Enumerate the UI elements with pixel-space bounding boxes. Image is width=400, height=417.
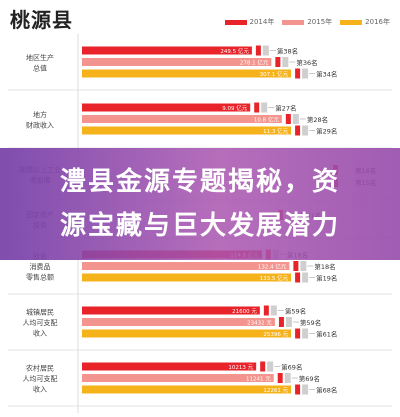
legend-label-2015: 2015年	[307, 18, 333, 26]
legend-item-2014: 2014年	[224, 17, 275, 27]
rank-marker	[260, 361, 266, 372]
group-label-line: 地区生产	[26, 53, 54, 62]
legend-item-2015: 2015年	[282, 17, 332, 27]
rank-marker	[275, 57, 281, 67]
rank-marker-shadow	[302, 125, 309, 136]
rank-marker	[293, 261, 299, 271]
rank-label: 第69名	[281, 363, 302, 372]
bar-value-label: 21600 元	[232, 308, 257, 315]
bar-value-label: 25396 元	[263, 331, 288, 338]
bar-value-label: 11241 元	[246, 376, 271, 383]
bar-2016	[82, 329, 292, 338]
bar-2014	[82, 103, 251, 112]
legend: 2014年 2015年 2016年	[224, 17, 390, 27]
rank-label: 第27名	[275, 104, 296, 113]
banner-line-1: 澧县金源专题揭秘，资	[59, 167, 340, 197]
rank-label: 第34名	[316, 70, 337, 79]
page-title: 桃源县	[10, 8, 73, 32]
rank-label: 第68名	[316, 386, 337, 395]
rank-marker	[295, 272, 301, 283]
group-label-line: 收入	[33, 329, 47, 338]
bar-value-label: 278.1 亿元	[240, 59, 269, 67]
rank-marker-shadow	[267, 361, 274, 372]
legend-swatch-2016	[340, 19, 363, 25]
rank-marker	[295, 384, 301, 395]
rank-marker	[277, 373, 283, 383]
rank-label: 第69名	[299, 374, 320, 383]
group-label-line: 消费品	[30, 262, 51, 271]
group-label-line: 农村居民	[26, 364, 54, 373]
rank-marker-shadow	[284, 373, 291, 383]
group-label-line: 城镇居民	[26, 308, 54, 317]
bar-value-label: 12261 元	[263, 387, 288, 394]
legend-label-2016: 2016年	[365, 18, 390, 26]
bar-value-label: 249.5 亿元	[220, 47, 249, 55]
rank-label: 第38名	[277, 47, 298, 56]
rank-marker	[255, 45, 261, 56]
rank-marker-shadow	[302, 68, 309, 79]
rank-marker-shadow	[302, 272, 309, 283]
bar-2015	[82, 374, 274, 382]
rank-label: 第29名	[316, 127, 337, 136]
bar-value-label: 10.8 亿元	[254, 116, 279, 124]
banner-headline: 澧县金源专题揭秘，资 源宝藏与巨大发展潜力	[10, 160, 390, 248]
legend-swatch-2015	[282, 19, 305, 25]
bar-2016	[82, 126, 292, 135]
rank-marker-shadow	[261, 102, 268, 113]
rank-label: 第18名	[314, 262, 335, 271]
group-label-line: 人均可支配	[23, 374, 58, 383]
bar-2015	[82, 262, 290, 270]
bar-2015	[82, 318, 275, 326]
bar-2014	[82, 306, 260, 315]
bar-2016	[82, 385, 292, 394]
rank-marker	[254, 102, 260, 113]
group-label-line: 总值	[33, 63, 47, 72]
bar-value-label: 11.3 亿元	[263, 127, 288, 135]
rank-marker-shadow	[282, 57, 289, 67]
rank-label: 第59名	[300, 318, 321, 327]
group-label-line: 地方	[33, 110, 47, 119]
rank-label: 第59名	[285, 307, 306, 316]
bar-2014	[82, 46, 252, 55]
rank-label: 第19名	[316, 274, 337, 283]
bar-2014	[82, 362, 257, 371]
overlay-banner: 澧县金源专题揭秘，资 源宝藏与巨大发展潜力	[0, 148, 400, 260]
chart-header: 桃源县 2014年 2015年 2016年	[0, 0, 400, 34]
group-label-line: 零售总额	[26, 273, 54, 282]
bar-2015	[82, 58, 272, 66]
bar-2016	[82, 273, 292, 282]
rank-marker-shadow	[302, 384, 309, 395]
legend-swatch-2014	[224, 19, 247, 25]
group-label-line: 人均可支配	[23, 318, 58, 327]
legend-item-2016: 2016年	[340, 17, 390, 27]
rank-marker-shadow	[302, 328, 309, 339]
rank-marker	[263, 305, 269, 316]
rank-marker	[278, 317, 284, 327]
rank-marker-shadow	[285, 317, 292, 327]
group-label-line: 财政收入	[26, 120, 54, 129]
rank-label: 第36名	[296, 58, 317, 67]
rank-label: 第28名	[307, 115, 328, 124]
group-label-line: 收入	[33, 385, 47, 394]
bar-value-label: 9.09 亿元	[222, 104, 247, 112]
bar-value-label: 132.4 亿元	[258, 263, 287, 271]
banner-line-2: 源宝藏与巨大发展潜力	[59, 211, 340, 241]
rank-marker	[295, 125, 301, 136]
rank-marker-shadow	[270, 305, 277, 316]
bar-value-label: 23432 元	[247, 320, 272, 327]
rank-marker	[285, 114, 291, 124]
bar-2016	[82, 69, 292, 78]
rank-marker-shadow	[300, 261, 307, 271]
bar-value-label: 10213 元	[228, 364, 253, 371]
rank-label: 第61名	[316, 330, 337, 339]
rank-marker	[295, 68, 301, 79]
bar-value-label: 307.1 亿元	[260, 70, 289, 78]
bar-value-label: 133.5 亿元	[260, 274, 289, 282]
rank-marker-shadow	[292, 114, 299, 124]
rank-marker-shadow	[262, 45, 269, 56]
legend-label-2014: 2014年	[249, 18, 275, 26]
rank-marker	[295, 328, 301, 339]
bar-2015	[82, 115, 282, 123]
